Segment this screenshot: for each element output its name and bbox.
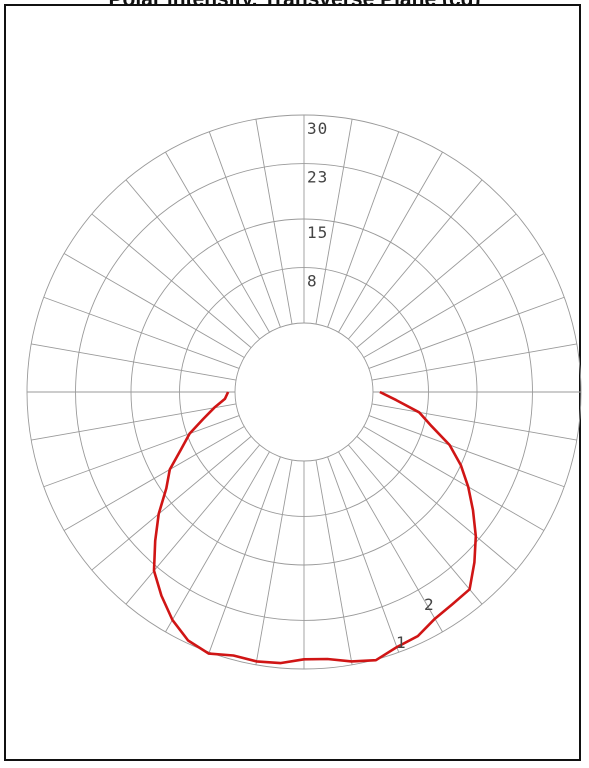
polar-grid	[26, 114, 582, 670]
grid-ring	[234, 322, 374, 462]
radial-tick-label: 8	[307, 272, 318, 291]
radial-tick-label: 15	[307, 223, 328, 242]
radial-labels: 8 15 23 30	[307, 119, 328, 291]
chart-frame	[4, 4, 581, 761]
radial-tick-label: 23	[307, 168, 328, 187]
grid-ring	[26, 114, 582, 670]
grid-ring	[130, 218, 478, 566]
zone-label: 2	[424, 595, 434, 614]
zone-label: 1	[396, 633, 406, 652]
zone-labels: 12	[396, 595, 434, 652]
intensity-series-line	[152, 390, 478, 665]
intensity-curve	[152, 390, 478, 665]
grid-ring	[179, 267, 429, 517]
radial-tick-label: 30	[307, 119, 328, 138]
grid-ring	[75, 163, 533, 621]
